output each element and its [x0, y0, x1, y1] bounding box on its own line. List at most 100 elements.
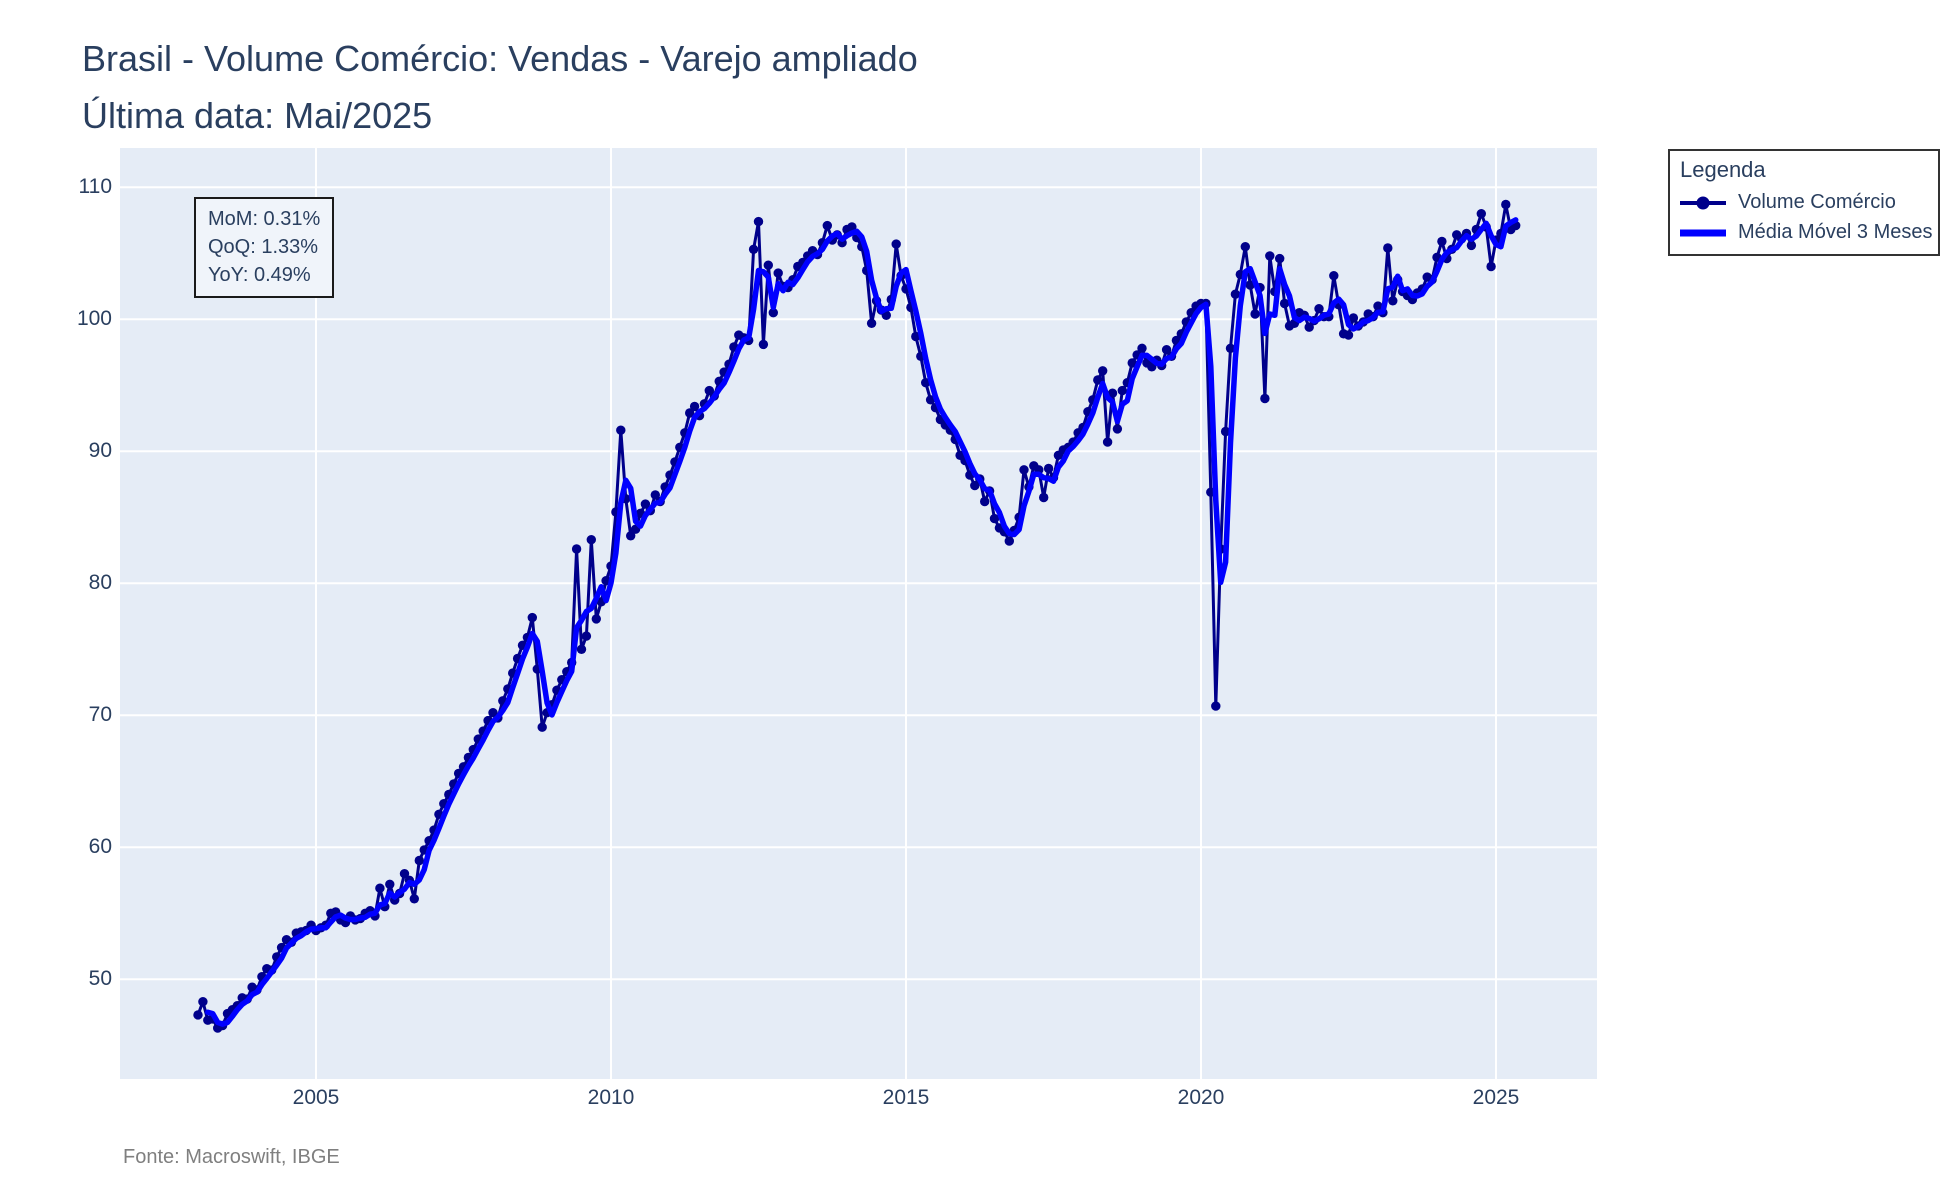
volume-series-marker [1279, 298, 1290, 309]
volume-series-marker [1225, 343, 1236, 353]
volume-series-marker [537, 722, 547, 732]
y-tick-label: 110 [79, 175, 112, 198]
y-tick-label: 100 [77, 307, 112, 330]
volume-series-marker [650, 490, 660, 500]
volume-series-swatch-icon [1680, 196, 1726, 209]
volume-series-marker [1343, 330, 1354, 340]
x-tick-label: 2020 [1178, 1086, 1225, 1109]
legend: Legenda Volume Comércio Média Móvel 3 Me… [1668, 149, 1940, 256]
volume-series-marker [409, 894, 419, 904]
y-tick-label: 60 [89, 835, 112, 858]
volume-series-marker [822, 220, 832, 231]
volume-series-marker [763, 260, 773, 270]
volume-series-marker [399, 869, 410, 879]
volume-series-marker [773, 268, 783, 278]
volume-series-marker [685, 408, 695, 418]
volume-series-marker [1250, 309, 1260, 319]
stat-yoy: YoY: 0.49% [208, 264, 311, 286]
volume-series-marker [616, 425, 626, 435]
x-tick-label: 2025 [1473, 1086, 1520, 1109]
y-tick-label: 50 [89, 967, 112, 990]
chart-title-line1: Brasil - Volume Comércio: Vendas - Varej… [82, 38, 918, 79]
volume-series-marker [866, 318, 877, 328]
x-tick-label: 2010 [588, 1086, 635, 1109]
volume-series-marker [1388, 296, 1398, 306]
volume-series-marker [1230, 289, 1241, 299]
moving-average-swatch-icon [1680, 229, 1726, 236]
x-tick-label: 2005 [293, 1086, 340, 1109]
volume-series-marker [527, 612, 537, 623]
y-tick-label: 80 [89, 571, 112, 594]
stats-box: MoM: 0.31% QoQ: 1.33% YoY: 0.49% [194, 197, 335, 298]
volume-series-marker [1329, 271, 1339, 281]
volume-series-marker [1161, 345, 1172, 355]
plot-area [120, 148, 1597, 1079]
volume-series-marker [1275, 253, 1285, 264]
volume-series-marker [1260, 393, 1270, 404]
moving-average-line [205, 217, 1519, 1027]
volume-series-marker [1314, 304, 1324, 314]
volume-series-marker [768, 308, 778, 318]
stat-qoq: QoQ: 1.33% [208, 236, 319, 258]
volume-series-marker [571, 544, 582, 554]
volume-series-marker [385, 879, 395, 889]
volume-series-marker [891, 239, 901, 249]
volume-series-marker [1476, 209, 1487, 219]
volume-series-marker [748, 244, 759, 254]
volume-series-marker [1486, 261, 1496, 272]
legend-label-volume: Volume Comércio [1738, 191, 1896, 213]
source-note: Fonte: Macroswift, IBGE [123, 1146, 340, 1168]
volume-series-marker [1127, 358, 1137, 368]
volume-series-marker [1211, 701, 1221, 711]
volume-series-marker [414, 855, 424, 866]
volume-series-marker [198, 997, 208, 1007]
volume-series-marker [1137, 343, 1147, 353]
volume-series-marker [1383, 243, 1393, 253]
volume-series-marker [758, 339, 769, 350]
volume-series-marker [1220, 426, 1231, 437]
volume-series-marker [1098, 366, 1108, 376]
legend-title: Legenda [1680, 157, 1766, 182]
volume-series-marker [640, 499, 651, 509]
x-tick-label: 2015 [883, 1086, 930, 1109]
y-tick-label: 70 [89, 703, 112, 726]
volume-series-marker [1019, 465, 1029, 475]
volume-series-marker [1043, 463, 1054, 474]
volume-series-marker [1117, 385, 1128, 396]
volume-series-marker [1107, 388, 1118, 398]
volume-series-marker [970, 480, 980, 491]
volume-series-marker [586, 535, 596, 545]
volume-series-marker [193, 1010, 203, 1020]
chart-title-line2: Última data: Mai/2025 [82, 95, 433, 136]
volume-series-marker [1466, 240, 1477, 251]
volume-series-marker [1437, 236, 1447, 247]
legend-label-media-movel: Média Móvel 3 Meses [1738, 221, 1933, 243]
volume-series-marker [847, 222, 857, 232]
volume-series-marker [375, 883, 385, 893]
volume-series-marker [581, 631, 592, 641]
volume-series-marker [1373, 301, 1383, 311]
volume-series-marker [1348, 313, 1359, 323]
legend-entry-volume[interactable]: Volume Comércio [1680, 191, 1928, 214]
volume-series-marker [1265, 251, 1275, 261]
volume-series-marker [1102, 437, 1113, 447]
volume-series-marker [626, 531, 636, 541]
volume-series-marker [1240, 242, 1251, 252]
stat-mom: MoM: 0.31% [208, 208, 321, 230]
volume-series-marker [1093, 375, 1103, 385]
y-tick-label: 90 [89, 439, 112, 462]
volume-series-marker [1501, 199, 1511, 210]
volume-series-marker [1004, 536, 1014, 546]
volume-series-marker [689, 401, 700, 412]
volume-series-marker [753, 216, 764, 227]
page-title: Brasil - Volume Comércio: Vendas - Varej… [82, 30, 918, 144]
volume-series-marker [980, 496, 990, 507]
volume-series-marker [1039, 492, 1049, 503]
volume-series-marker [989, 513, 1000, 524]
volume-series-marker [1112, 424, 1123, 434]
volume-series-marker [1304, 322, 1314, 332]
legend-entry-media-movel[interactable]: Média Móvel 3 Meses [1680, 221, 1933, 244]
volume-series-marker [591, 614, 601, 624]
volume-series-marker [576, 644, 587, 654]
